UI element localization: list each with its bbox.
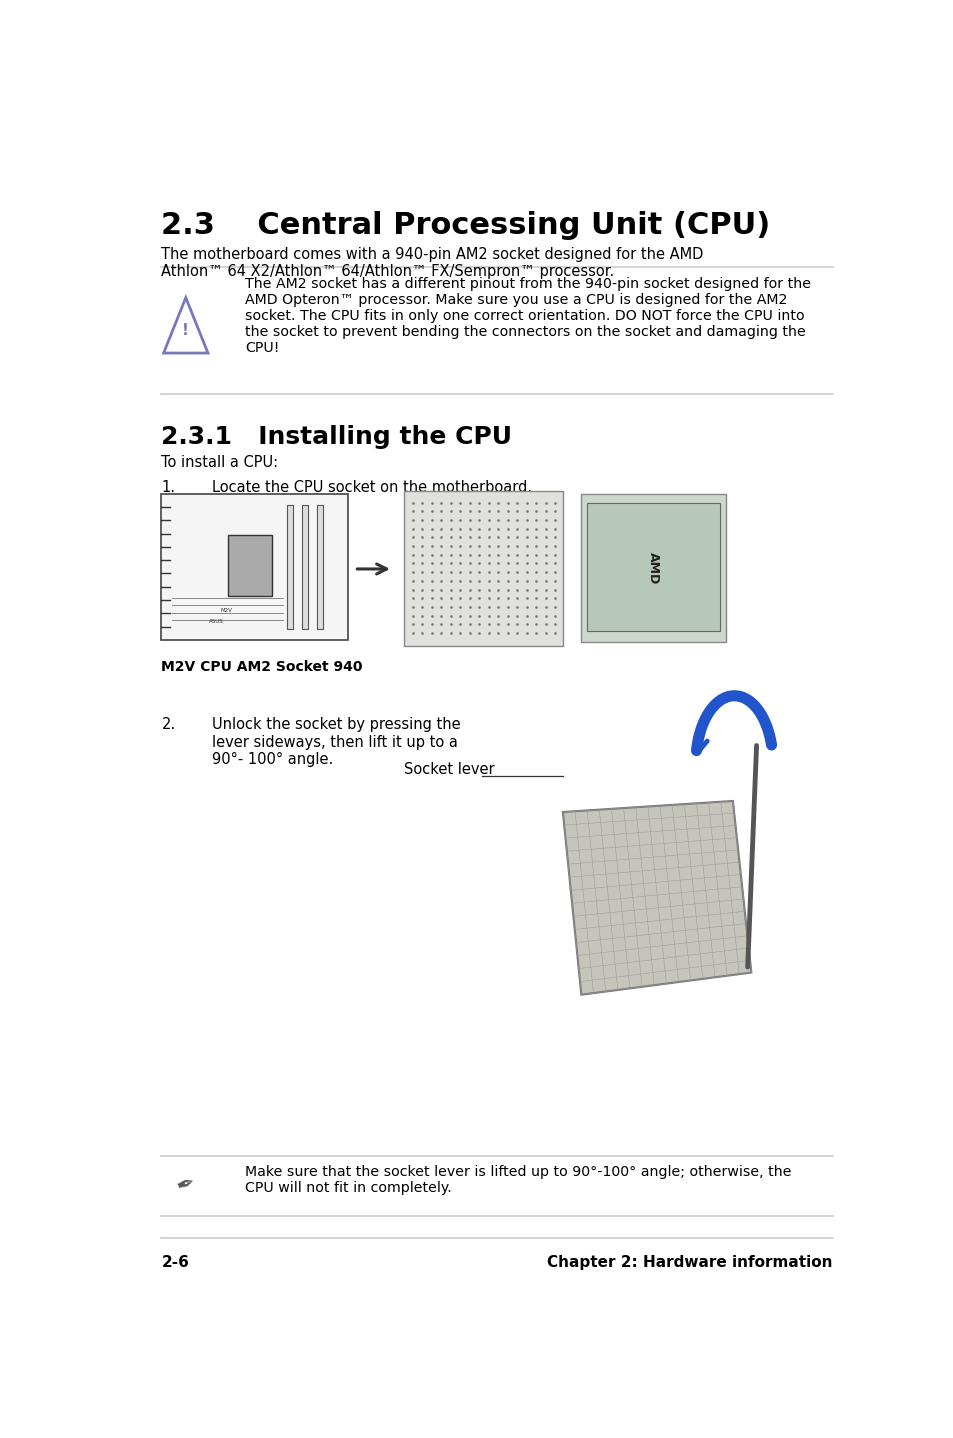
- Text: AMD: AMD: [646, 552, 659, 584]
- FancyBboxPatch shape: [228, 535, 272, 595]
- Text: 2.3.1   Installing the CPU: 2.3.1 Installing the CPU: [161, 426, 512, 449]
- Text: !: !: [182, 324, 189, 338]
- Text: Make sure that the socket lever is lifted up to 90°-100° angle; otherwise, the
C: Make sure that the socket lever is lifte…: [245, 1165, 791, 1195]
- Text: Locate the CPU socket on the motherboard.: Locate the CPU socket on the motherboard…: [212, 480, 531, 495]
- Text: 1.: 1.: [161, 480, 175, 495]
- FancyBboxPatch shape: [580, 493, 724, 641]
- FancyBboxPatch shape: [287, 505, 293, 628]
- Text: ✒: ✒: [173, 1172, 198, 1198]
- Text: 2-6: 2-6: [161, 1255, 189, 1270]
- FancyBboxPatch shape: [403, 492, 562, 647]
- FancyBboxPatch shape: [161, 493, 348, 640]
- FancyBboxPatch shape: [301, 505, 308, 628]
- FancyBboxPatch shape: [316, 505, 322, 628]
- Text: The motherboard comes with a 940-pin AM2 socket designed for the AMD
Athlon™ 64 : The motherboard comes with a 940-pin AM2…: [161, 247, 703, 279]
- FancyBboxPatch shape: [587, 502, 719, 631]
- Text: The AM2 socket has a different pinout from the 940-pin socket designed for the
A: The AM2 socket has a different pinout fr…: [245, 276, 810, 355]
- Text: ASUS: ASUS: [210, 620, 224, 624]
- Text: Unlock the socket by pressing the
lever sideways, then lift it up to a
90°- 100°: Unlock the socket by pressing the lever …: [212, 718, 459, 766]
- Text: Chapter 2: Hardware information: Chapter 2: Hardware information: [547, 1255, 832, 1270]
- Polygon shape: [562, 801, 751, 995]
- Text: 2.3    Central Processing Unit (CPU): 2.3 Central Processing Unit (CPU): [161, 211, 770, 240]
- Text: To install a CPU:: To install a CPU:: [161, 454, 278, 470]
- Text: M2V CPU AM2 Socket 940: M2V CPU AM2 Socket 940: [161, 660, 362, 674]
- Text: Socket lever: Socket lever: [403, 762, 494, 777]
- Text: M2V: M2V: [220, 608, 233, 613]
- Text: 2.: 2.: [161, 718, 175, 732]
